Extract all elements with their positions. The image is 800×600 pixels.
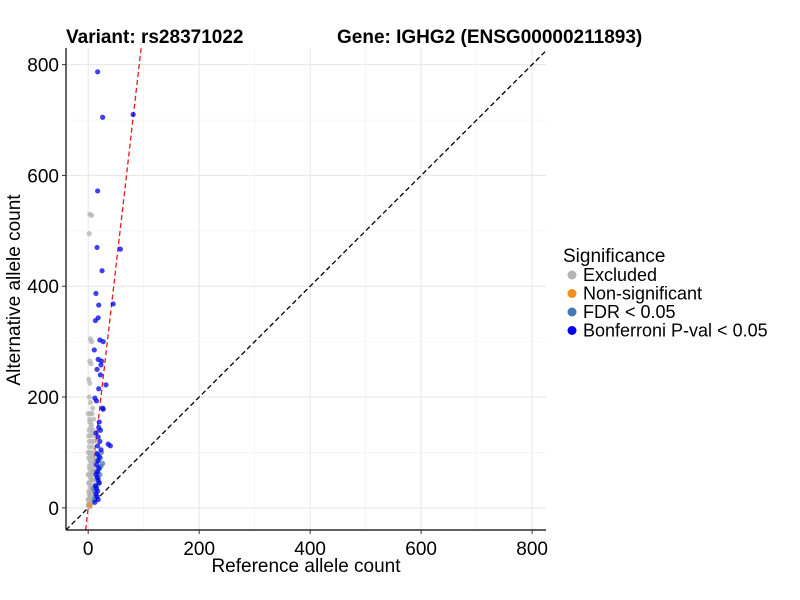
point-excluded <box>86 433 92 439</box>
point-excluded <box>86 394 92 400</box>
point-bonferroni-p-val-0-05 <box>93 290 99 297</box>
point-bonferroni-p-val-0-05 <box>103 382 109 388</box>
point-bonferroni-p-val-0-05 <box>94 366 100 372</box>
point-bonferroni-p-val-0-05 <box>97 427 104 433</box>
identity-line <box>65 50 547 531</box>
chart-title-variant: Variant: rs28371022 <box>66 27 243 48</box>
point-bonferroni-p-val-0-05 <box>98 358 105 364</box>
legend-label-bonferroni-p-val-0-05: Bonferroni P-val < 0.05 <box>583 321 768 341</box>
point-excluded <box>91 416 97 422</box>
point-bonferroni-p-val-0-05 <box>94 244 100 251</box>
point-excluded <box>86 438 92 444</box>
point-excluded <box>87 380 93 386</box>
point-bonferroni-p-val-0-05 <box>97 438 103 444</box>
point-bonferroni-p-val-0-05 <box>110 301 116 307</box>
point-excluded <box>87 419 93 425</box>
point-bonferroni-p-val-0-05 <box>95 188 101 194</box>
point-bonferroni-p-val-0-05 <box>95 434 101 440</box>
point-excluded <box>89 471 95 478</box>
point-bonferroni-p-val-0-05 <box>99 268 105 274</box>
point-excluded <box>87 399 94 406</box>
y-tick-label: 800 <box>27 56 59 77</box>
point-bonferroni-p-val-0-05 <box>96 480 102 486</box>
reference-lines <box>65 47 547 531</box>
point-bonferroni-p-val-0-05 <box>96 419 102 425</box>
point-bonferroni-p-val-0-05 <box>97 337 103 343</box>
point-excluded <box>88 424 94 431</box>
chart-title-gene: Gene: IGHG2 (ENSG00000211893) <box>337 27 642 48</box>
point-bonferroni-p-val-0-05 <box>98 362 104 368</box>
point-bonferroni-p-val-0-05 <box>97 372 104 378</box>
y-tick-label: 200 <box>27 388 59 409</box>
data-points <box>85 69 136 510</box>
point-bonferroni-p-val-0-05 <box>92 499 98 505</box>
point-bonferroni-p-val-0-05 <box>96 302 102 308</box>
point-excluded <box>88 339 95 345</box>
point-bonferroni-p-val-0-05 <box>91 347 97 353</box>
legend-key-non-significant <box>567 289 577 298</box>
point-bonferroni-p-val-0-05 <box>96 386 102 392</box>
tick-labels: 0 200 400 600 800 0 200 400 600 800 <box>27 56 548 560</box>
x-tick-label: 200 <box>183 539 215 560</box>
point-bonferroni-p-val-0-05 <box>95 69 101 75</box>
legend: Significance ExcludedNon-significantFDR … <box>563 246 768 341</box>
y-axis-title: Alternative allele count <box>4 194 25 386</box>
point-excluded <box>91 438 97 444</box>
legend-label-excluded: Excluded <box>583 265 657 285</box>
point-excluded <box>90 444 96 450</box>
y-tick-label: 600 <box>27 166 59 187</box>
point-excluded <box>88 212 95 218</box>
x-tick-label: 800 <box>516 539 548 560</box>
point-bonferroni-p-val-0-05 <box>105 441 111 447</box>
point-excluded <box>85 411 91 417</box>
point-excluded <box>85 471 91 478</box>
legend-title: Significance <box>563 246 665 267</box>
point-bonferroni-p-val-0-05 <box>117 246 123 252</box>
legend-label-non-significant: Non-significant <box>583 284 702 304</box>
point-excluded <box>86 480 92 486</box>
legend-key-fdr-0-05 <box>567 307 577 317</box>
legend-key-bonferroni-p-val-0-05 <box>567 326 577 335</box>
point-bonferroni-p-val-0-05 <box>95 443 101 449</box>
point-bonferroni-p-val-0-05 <box>100 114 106 120</box>
point-excluded <box>85 496 91 503</box>
legend-label-fdr-0-05: FDR < 0.05 <box>583 302 676 322</box>
point-bonferroni-p-val-0-05 <box>92 317 99 324</box>
point-bonferroni-p-val-0-05 <box>93 430 99 436</box>
x-tick-label: 600 <box>405 539 437 560</box>
x-axis-title: Reference allele count <box>211 556 401 577</box>
y-tick-label: 400 <box>27 277 59 298</box>
axes <box>65 48 546 531</box>
point-bonferroni-p-val-0-05 <box>93 398 100 404</box>
fit-line <box>84 47 142 531</box>
point-bonferroni-p-val-0-05 <box>98 447 104 453</box>
y-tick-label: 0 <box>48 499 59 520</box>
legend-key-excluded <box>567 270 577 280</box>
x-tick-label: 0 <box>83 539 94 560</box>
x-tick-label: 400 <box>294 539 326 560</box>
point-non-significant <box>86 502 92 508</box>
point-bonferroni-p-val-0-05 <box>130 111 136 118</box>
point-excluded <box>86 230 92 237</box>
point-bonferroni-p-val-0-05 <box>100 406 106 412</box>
point-excluded <box>90 405 96 411</box>
point-excluded <box>85 449 91 456</box>
point-excluded <box>88 361 94 367</box>
point-bonferroni-p-val-0-05 <box>95 458 101 464</box>
grid <box>66 48 546 530</box>
